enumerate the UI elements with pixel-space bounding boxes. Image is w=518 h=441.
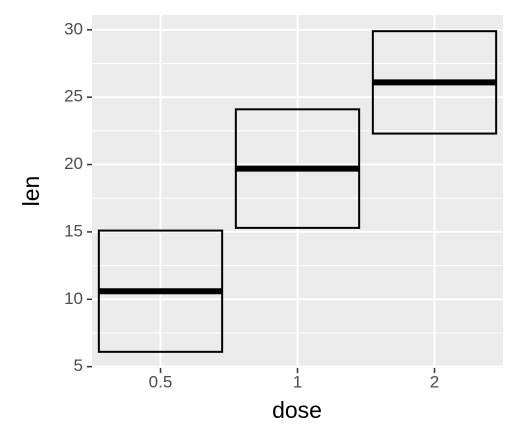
x-axis-title: dose (272, 397, 322, 423)
x-tick-label: 1 (293, 372, 302, 391)
x-tick-label: 2 (430, 372, 439, 391)
y-tick-label: 30 (64, 19, 83, 38)
y-tick-label: 20 (64, 154, 83, 173)
x-tick-label: 0.5 (149, 372, 173, 391)
y-tick-label: 10 (64, 289, 83, 308)
y-tick-label: 5 (74, 356, 83, 375)
y-axis-title: len (18, 176, 44, 207)
y-tick-label: 15 (64, 221, 83, 240)
y-tick-label: 25 (64, 87, 83, 106)
